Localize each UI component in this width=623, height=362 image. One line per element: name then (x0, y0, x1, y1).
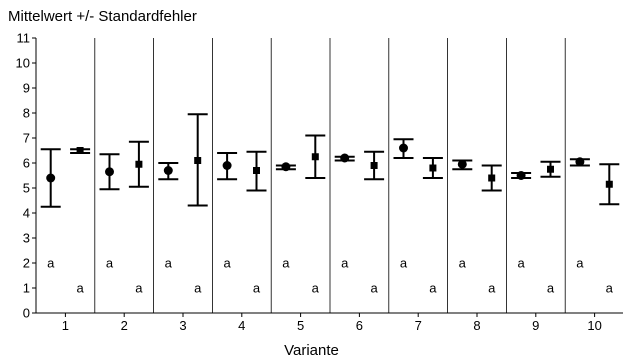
x-axis-label: Variante (284, 342, 339, 359)
data-point-square (135, 160, 143, 168)
x-tick-label: 4 (238, 318, 245, 333)
data-point-circle (281, 162, 291, 172)
group-letter: a (429, 281, 437, 296)
x-tick-label: 2 (121, 318, 128, 333)
y-tick-label: 4 (23, 206, 30, 221)
group-letter: a (400, 256, 408, 271)
y-tick-label: 8 (23, 106, 30, 121)
group-letter: a (47, 256, 55, 271)
data-point-square (76, 147, 84, 154)
data-point-circle (340, 153, 350, 163)
group-letter: a (459, 256, 467, 271)
data-point-square (253, 167, 260, 174)
group-letter: a (76, 281, 84, 296)
group-letter: a (517, 256, 525, 271)
y-tick-label: 9 (23, 81, 30, 96)
group-letter: a (606, 281, 614, 296)
chart-title: Mittelwert +/- Standardfehler (8, 8, 197, 25)
data-point-square (429, 164, 437, 172)
data-point-circle (222, 161, 232, 170)
y-tick-label: 11 (17, 31, 31, 46)
group-letter: a (253, 281, 261, 296)
group-letter: a (223, 256, 231, 271)
group-letter: a (282, 256, 290, 271)
data-point-square (194, 157, 202, 164)
data-point-square (605, 180, 613, 188)
data-point-square (547, 165, 554, 173)
data-point-square (311, 153, 319, 161)
y-tick-label: 3 (23, 231, 30, 246)
data-point-circle (163, 166, 173, 175)
x-tick-label: 5 (297, 318, 304, 333)
data-point-circle (46, 173, 56, 183)
data-point-circle (516, 171, 526, 180)
data-point-circle (457, 159, 467, 169)
x-tick-label: 3 (179, 318, 186, 333)
x-tick-label: 10 (587, 318, 601, 333)
x-tick-label: 9 (532, 318, 539, 333)
y-tick-label: 5 (23, 181, 30, 196)
x-tick-label: 1 (62, 318, 69, 333)
data-point-circle (105, 167, 114, 177)
group-letter: a (135, 281, 143, 296)
data-point-circle (575, 157, 585, 167)
data-point-square (370, 162, 378, 169)
group-letter: a (370, 281, 378, 296)
group-letter: a (165, 256, 173, 271)
y-tick-label: 1 (23, 281, 30, 296)
group-letter: a (312, 281, 320, 296)
group-letter: a (106, 256, 114, 271)
y-tick-label: 0 (23, 306, 30, 321)
y-tick-label: 6 (23, 156, 30, 171)
group-letter: a (341, 256, 349, 271)
group-letter: a (488, 281, 496, 296)
data-point-square (488, 174, 496, 182)
group-letter: a (576, 256, 584, 271)
data-point-circle (399, 143, 408, 153)
group-letter: a (194, 281, 202, 296)
y-tick-label: 2 (23, 256, 30, 271)
y-tick-label: 7 (23, 131, 30, 146)
x-tick-label: 7 (415, 318, 422, 333)
x-tick-label: 6 (356, 318, 363, 333)
y-tick-label: 10 (16, 56, 30, 71)
group-letter: a (547, 281, 555, 296)
x-tick-label: 8 (473, 318, 480, 333)
